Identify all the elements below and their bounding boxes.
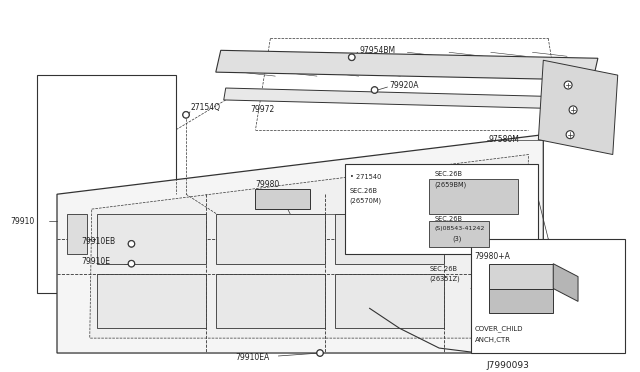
Circle shape xyxy=(371,87,378,93)
Text: SEC.26B: SEC.26B xyxy=(434,171,462,177)
Polygon shape xyxy=(429,179,518,214)
Polygon shape xyxy=(97,214,206,264)
Circle shape xyxy=(128,240,135,247)
Text: J7990093: J7990093 xyxy=(487,362,530,371)
Text: 97580M: 97580M xyxy=(489,135,520,144)
Circle shape xyxy=(566,131,574,139)
Polygon shape xyxy=(429,221,489,247)
Text: 79910: 79910 xyxy=(10,217,35,225)
Polygon shape xyxy=(216,50,598,80)
Polygon shape xyxy=(335,274,444,328)
Bar xyxy=(471,239,625,353)
Text: (S)08543-41242: (S)08543-41242 xyxy=(434,227,484,231)
Text: (26351Z): (26351Z) xyxy=(429,275,460,282)
Circle shape xyxy=(569,106,577,114)
Polygon shape xyxy=(335,214,444,264)
Circle shape xyxy=(184,113,188,117)
Text: (26570M): (26570M) xyxy=(350,198,382,205)
Circle shape xyxy=(318,351,322,355)
Polygon shape xyxy=(90,154,529,338)
Text: ANCH,CTR: ANCH,CTR xyxy=(475,337,511,343)
Text: SEC.26B: SEC.26B xyxy=(429,266,457,272)
Polygon shape xyxy=(216,274,325,328)
Circle shape xyxy=(128,260,135,267)
Circle shape xyxy=(372,88,376,92)
Text: 79972: 79972 xyxy=(250,105,275,114)
Text: 79910EA: 79910EA xyxy=(236,353,270,362)
Circle shape xyxy=(129,262,133,266)
Polygon shape xyxy=(489,264,553,289)
Bar xyxy=(37,75,176,294)
Polygon shape xyxy=(553,264,578,301)
Text: 79980+A: 79980+A xyxy=(475,252,511,261)
Circle shape xyxy=(182,111,189,118)
Circle shape xyxy=(348,54,355,61)
Polygon shape xyxy=(538,60,618,154)
Polygon shape xyxy=(67,214,87,254)
Circle shape xyxy=(129,242,133,246)
Text: 97954BM: 97954BM xyxy=(360,46,396,55)
Circle shape xyxy=(564,81,572,89)
Polygon shape xyxy=(57,135,543,353)
Polygon shape xyxy=(216,214,325,264)
Text: (3): (3) xyxy=(452,235,461,242)
Text: 79910E: 79910E xyxy=(82,257,111,266)
Polygon shape xyxy=(489,289,553,313)
Text: SEC.26B: SEC.26B xyxy=(350,188,378,194)
Text: 79910EB: 79910EB xyxy=(82,237,116,246)
Text: 27154Q: 27154Q xyxy=(191,103,221,112)
Text: 79980: 79980 xyxy=(255,180,280,189)
Text: (2659BM): (2659BM) xyxy=(434,181,467,187)
Text: • 271540: • 271540 xyxy=(350,174,381,180)
Text: 79920A: 79920A xyxy=(390,81,419,90)
Polygon shape xyxy=(224,88,608,110)
Text: COVER_CHILD: COVER_CHILD xyxy=(475,325,524,331)
Text: SEC.26B: SEC.26B xyxy=(434,216,462,222)
Polygon shape xyxy=(255,189,310,209)
Polygon shape xyxy=(97,274,206,328)
Circle shape xyxy=(350,55,354,59)
Bar xyxy=(345,164,538,254)
Circle shape xyxy=(317,350,323,356)
